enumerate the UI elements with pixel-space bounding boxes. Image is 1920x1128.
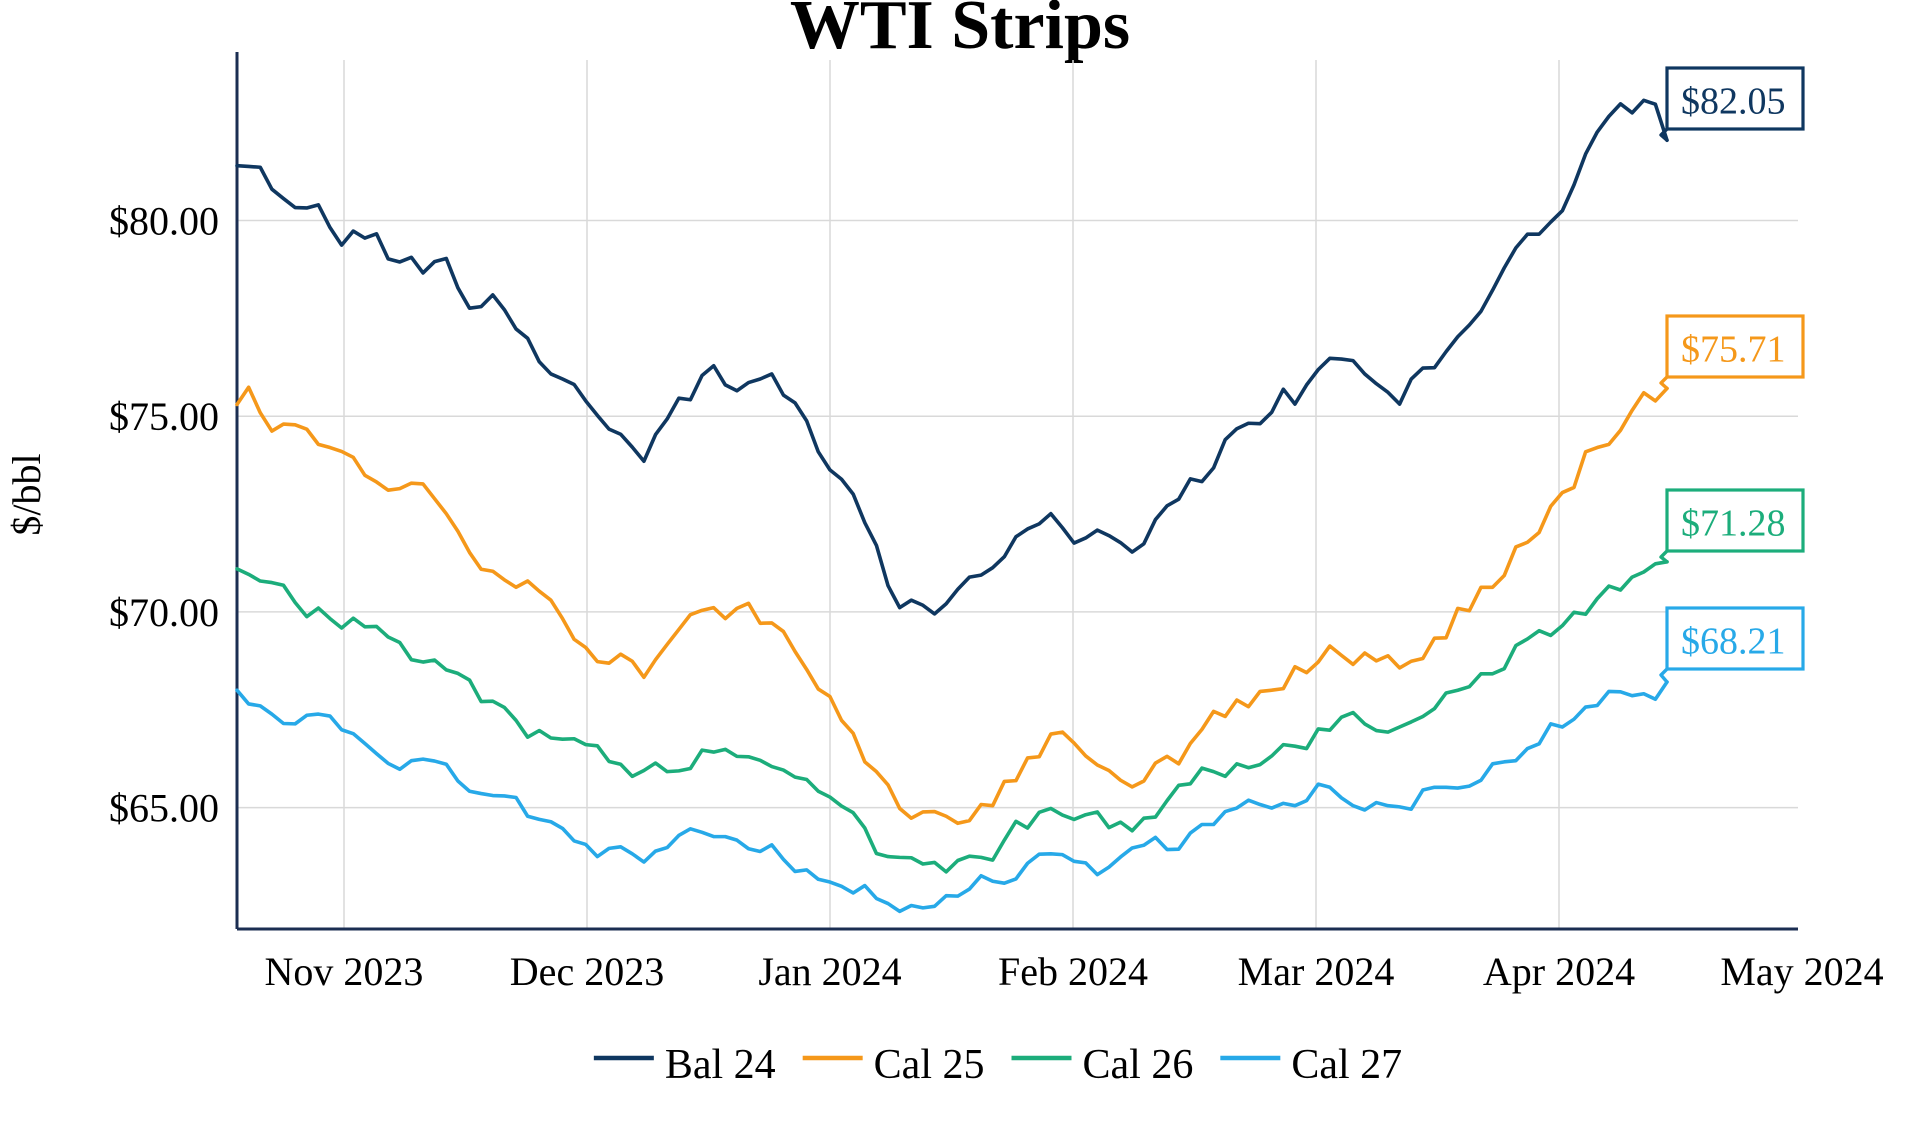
svg-text:Feb 2024: Feb 2024 [998, 949, 1148, 994]
svg-text:$68.21: $68.21 [1681, 621, 1786, 663]
svg-text:$75.00: $75.00 [109, 394, 219, 439]
svg-text:Apr 2024: Apr 2024 [1483, 949, 1635, 994]
svg-text:Nov 2023: Nov 2023 [265, 949, 424, 994]
svg-text:$75.71: $75.71 [1681, 329, 1786, 371]
svg-text:Bal 24: Bal 24 [665, 1042, 776, 1088]
svg-text:Mar 2024: Mar 2024 [1238, 949, 1395, 994]
svg-text:$70.00: $70.00 [109, 590, 219, 635]
svg-text:Dec 2023: Dec 2023 [510, 949, 664, 994]
svg-text:Cal 26: Cal 26 [1083, 1042, 1194, 1088]
svg-text:$65.00: $65.00 [109, 786, 219, 831]
svg-text:$71.28: $71.28 [1681, 503, 1786, 545]
svg-text:$82.05: $82.05 [1681, 81, 1786, 123]
svg-text:Jan 2024: Jan 2024 [758, 949, 901, 994]
svg-text:May 2024: May 2024 [1720, 949, 1883, 994]
svg-text:Cal 25: Cal 25 [874, 1042, 985, 1088]
svg-text:$80.00: $80.00 [109, 198, 219, 243]
svg-text:Cal 27: Cal 27 [1291, 1042, 1402, 1088]
svg-text:$/bbl: $/bbl [4, 453, 49, 535]
